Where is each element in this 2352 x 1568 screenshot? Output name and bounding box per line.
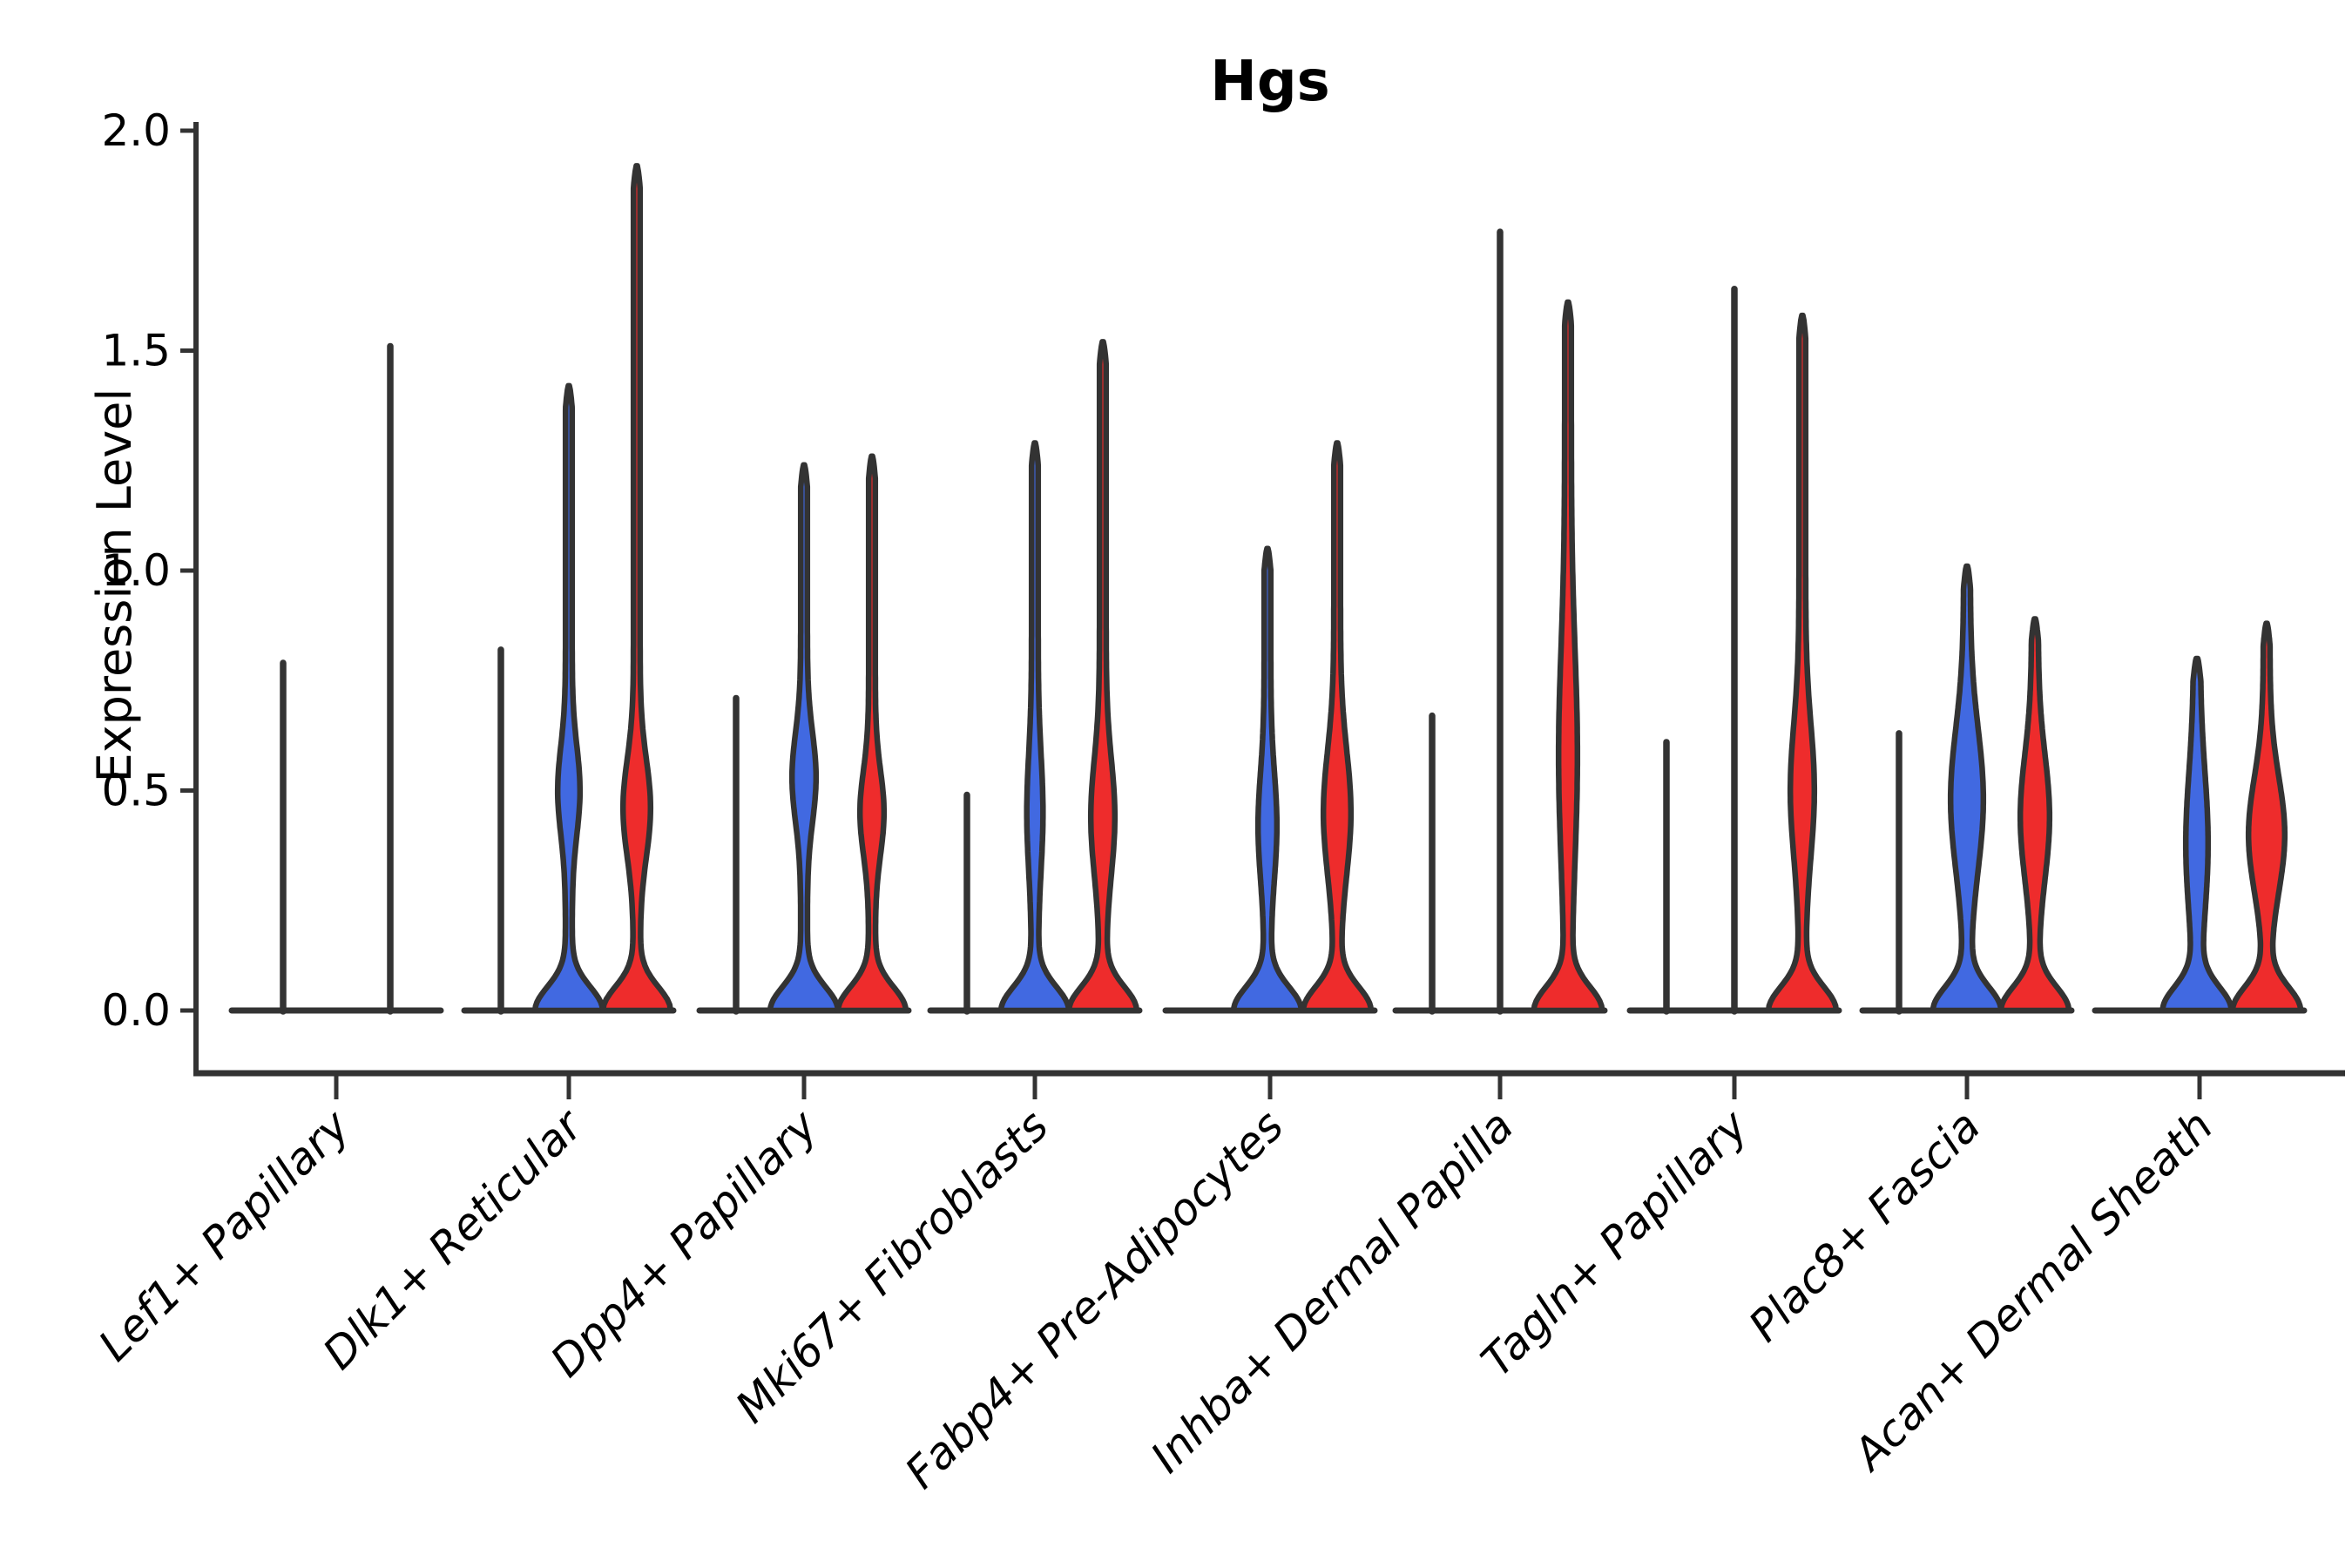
violin-blue [767, 462, 841, 1014]
violin-blue [2159, 655, 2234, 1014]
y-tick-label: 0.5 [101, 766, 171, 816]
y-tick-label: 0.0 [101, 985, 171, 1036]
x-tick-label: Lef1+ Papillary [89, 1099, 360, 1370]
violin-red [1765, 312, 1840, 1014]
violin-red [599, 163, 674, 1014]
x-tick-label: Inhba+ Dermal Papilla [1141, 1100, 1523, 1482]
y-tick-label: 2.0 [101, 105, 171, 156]
x-tick-label: Fabp4+ Pre-Adipocytes [896, 1100, 1294, 1498]
violin-red [835, 453, 909, 1014]
chart-title: Hgs [1210, 50, 1329, 114]
violin-blue [1230, 545, 1305, 1014]
violin-red [1531, 299, 1605, 1014]
violin-blue [1930, 563, 2004, 1014]
y-tick-label: 1.0 [101, 545, 171, 596]
violin-red [2229, 620, 2304, 1014]
y-tick-label: 1.5 [101, 326, 171, 376]
violin-red [1997, 616, 2072, 1014]
x-tick-label: Dlk1+ Reticular [314, 1098, 594, 1379]
y-axis-label: Expression Level [87, 389, 142, 783]
violin-red [1065, 339, 1140, 1014]
violin-blue [997, 440, 1072, 1014]
x-tick-label: Plac8+ Fascia [1740, 1100, 1990, 1351]
violin-red [1300, 440, 1375, 1014]
violin-blue [531, 382, 606, 1014]
